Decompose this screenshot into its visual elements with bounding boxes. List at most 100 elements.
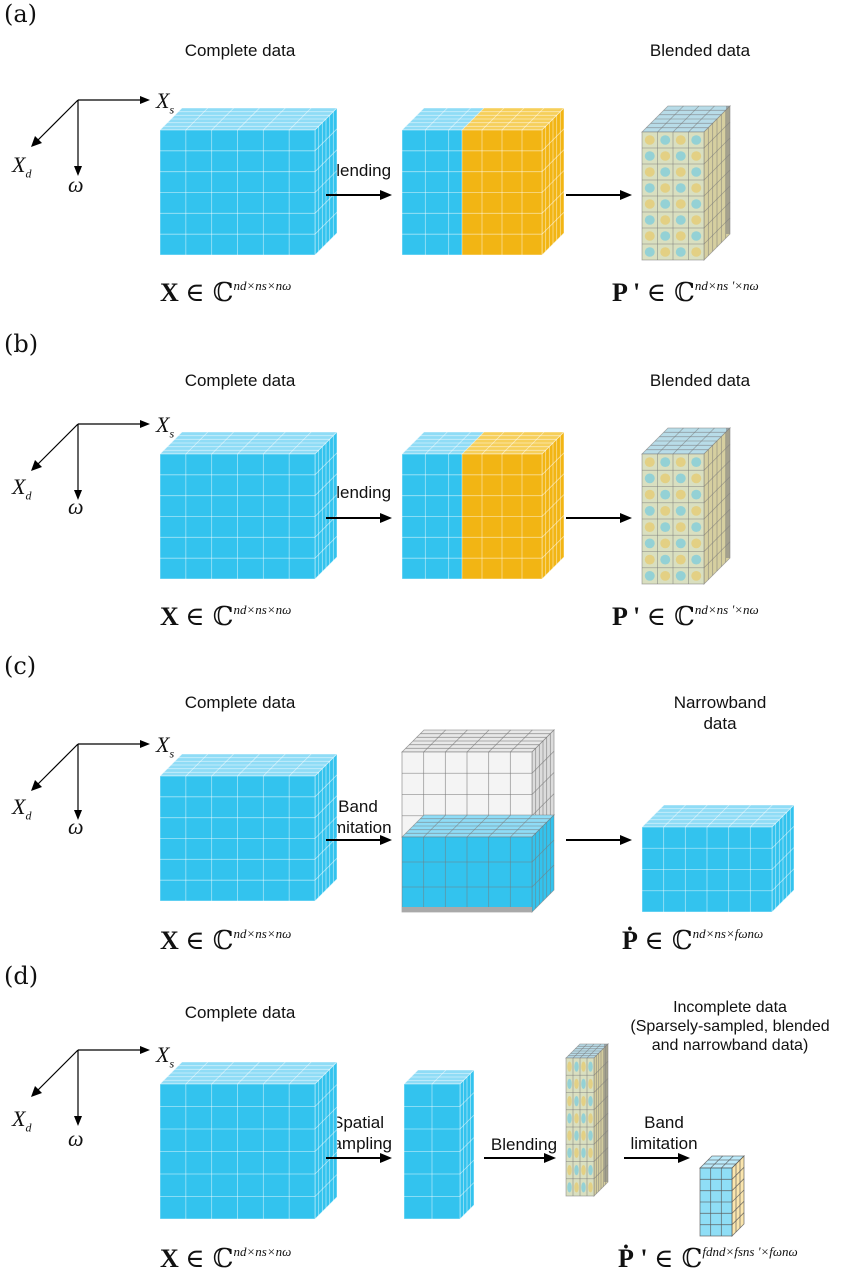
eq-symbol: Ṗ <box>622 926 638 955</box>
axis-xs-arrow <box>140 1046 150 1054</box>
blend-cell <box>567 1182 572 1193</box>
cube-grid-line <box>731 1201 745 1214</box>
arrow-head <box>380 1153 392 1163</box>
blend-cell <box>675 554 686 565</box>
blend-cell <box>644 538 655 549</box>
eq-symbol: X <box>160 1244 179 1273</box>
eq-exponent: fdnd×fsns '×fωnω <box>702 1244 798 1259</box>
axis-xs-arrow <box>140 420 150 428</box>
axis-label-xd: Xd <box>12 794 32 823</box>
blend-cell <box>588 1147 593 1159</box>
title-complete-data: Complete data <box>184 371 296 390</box>
cube-grid-line <box>731 1189 745 1203</box>
eq-exponent: nd×ns×fωnω <box>692 926 764 941</box>
blend-cell <box>574 1147 579 1159</box>
blend-cell <box>675 167 686 177</box>
blend-cell <box>574 1182 579 1193</box>
eq-set: ∈ ℂ <box>654 1244 703 1274</box>
blend-cell <box>644 554 655 565</box>
blend-cell <box>675 199 686 209</box>
blend-cell <box>581 1182 586 1193</box>
arrow-head <box>620 835 632 845</box>
blend-cell <box>574 1078 579 1090</box>
cube-grid-line <box>731 1178 745 1191</box>
arrow-head <box>620 190 632 200</box>
eq-set: ∈ ℂ <box>185 1244 234 1274</box>
blend-cell <box>660 199 671 209</box>
blend-cell <box>675 231 686 241</box>
blend-cell <box>675 457 686 467</box>
eq-exponent: nd×ns×nω <box>233 926 292 941</box>
axis-omega-arrow <box>74 166 82 176</box>
blend-cell <box>691 167 702 177</box>
eq-exponent: nd×ns '×nω <box>694 278 759 293</box>
blend-cell <box>660 554 671 565</box>
blend-cell <box>691 538 702 549</box>
blend-cell <box>660 457 671 467</box>
blend-cell <box>691 506 702 516</box>
equation-blended: P ' ∈ ℂnd×ns '×nω <box>612 602 759 632</box>
blend-cell <box>581 1130 586 1141</box>
axis-xd-arrow <box>31 1086 42 1097</box>
panel-a-graphics <box>31 96 731 261</box>
blend-cell <box>675 522 686 532</box>
blend-cell <box>675 538 686 549</box>
blend-cell <box>644 231 655 241</box>
eq-exponent: nd×ns×nω <box>233 602 292 617</box>
blend-cell <box>660 571 671 581</box>
cube-base-shade <box>402 907 532 912</box>
blend-cell <box>644 473 655 484</box>
blend-cell <box>588 1078 593 1090</box>
eq-symbol: P ' <box>612 278 641 307</box>
blend-cell <box>588 1182 593 1193</box>
axis-label-omega: ω <box>68 494 84 519</box>
blend-cell <box>567 1164 572 1176</box>
title-blended-data: Blended data <box>649 41 751 60</box>
axis-label-xs: Xs <box>156 1042 175 1071</box>
blend-cell <box>660 506 671 516</box>
blend-cell <box>644 506 655 516</box>
blend-cell <box>581 1113 586 1124</box>
blend-cell <box>675 247 686 257</box>
title-incomplete-data: Incomplete data (Sparsely-sampled, blend… <box>630 999 830 1054</box>
axis-label-omega: ω <box>68 1126 84 1151</box>
equation-blended: P ' ∈ ℂnd×ns '×nω <box>612 278 759 308</box>
blend-cell <box>691 151 702 161</box>
blend-cell <box>567 1147 572 1159</box>
blend-cell <box>660 167 671 177</box>
arrow-label-band-limitation: Band limitation <box>630 1113 698 1153</box>
panel-a: (a) Complete data Blended data Blending … <box>0 0 851 320</box>
axis-omega-arrow <box>74 810 82 820</box>
blend-cell <box>581 1078 586 1090</box>
equation-complete: X ∈ ℂnd×ns×nω <box>160 602 291 632</box>
blend-cell <box>644 151 655 161</box>
arrow-head <box>380 513 392 523</box>
arrow-label-blending: Blending <box>324 161 392 180</box>
eq-exponent: nd×ns '×nω <box>694 602 759 617</box>
blend-cell <box>588 1061 593 1072</box>
axis-omega-arrow <box>74 490 82 500</box>
eq-symbol: Ṗ ' <box>618 1244 648 1273</box>
blend-cell <box>691 473 702 484</box>
blend-cell <box>567 1095 572 1107</box>
blend-cell <box>588 1164 593 1176</box>
blend-cell <box>574 1095 579 1107</box>
blend-cell <box>660 489 671 500</box>
axis-label-xs: Xs <box>156 412 175 441</box>
equation-complete: X ∈ ℂnd×ns×nω <box>160 926 291 956</box>
blend-cell <box>660 522 671 532</box>
blend-cell <box>644 135 655 145</box>
blend-cell <box>691 571 702 581</box>
equation-incomplete: Ṗ ' ∈ ℂfdnd×fsns '×fωnω <box>618 1244 798 1274</box>
blend-cell <box>574 1061 579 1072</box>
cube-edge-shade <box>726 106 730 234</box>
blend-cell <box>660 135 671 145</box>
title-narrowband-data: Narrowband data <box>673 693 767 733</box>
panel-label: (a) <box>4 0 38 28</box>
eq-symbol: P ' <box>612 602 641 631</box>
axis-label-xs: Xs <box>156 732 175 761</box>
blend-cell <box>675 151 686 161</box>
axis-xd-line <box>35 1049 79 1093</box>
blend-cell <box>644 247 655 257</box>
axis-xd-line <box>35 99 79 143</box>
